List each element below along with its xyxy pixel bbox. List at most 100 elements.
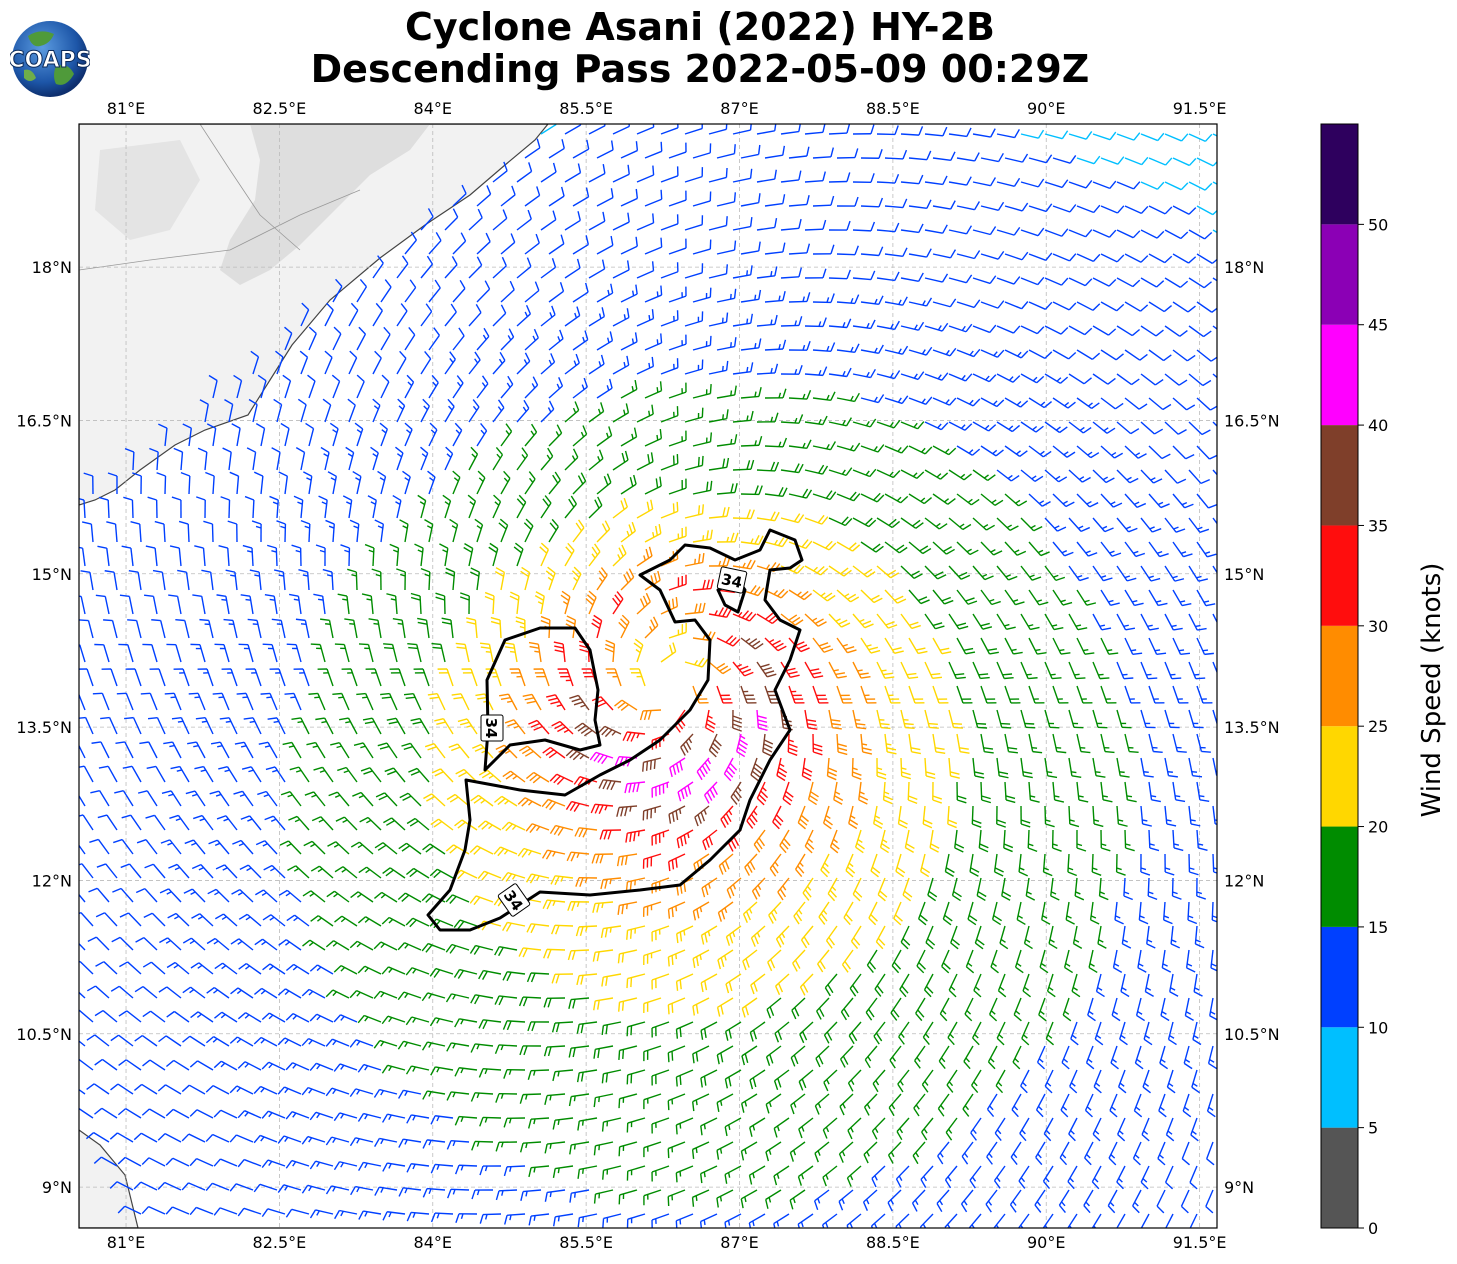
wind-barb [1194, 925, 1205, 949]
wind-barb [381, 966, 406, 975]
wind-barb [936, 1189, 950, 1213]
wind-barb [428, 422, 438, 447]
wind-barb [452, 422, 463, 447]
wind-barb [692, 287, 712, 303]
wind-barb [756, 217, 778, 231]
wind-barb [352, 791, 374, 807]
wind-barb [1028, 203, 1053, 213]
wind-barb [765, 1141, 782, 1162]
wind-barb [866, 949, 878, 974]
wind-barb [1069, 1069, 1078, 1094]
wind-barb [932, 298, 957, 308]
wind-barb [315, 717, 334, 735]
wind-barb [1100, 589, 1120, 606]
wind-barb [1020, 129, 1045, 139]
wind-barb [1124, 156, 1149, 166]
wind-barb [668, 190, 687, 207]
wind-barb [564, 401, 580, 423]
wind-barb [692, 335, 712, 351]
wind-barb [876, 757, 887, 780]
wind-barb [424, 742, 446, 759]
wind-barb [932, 589, 954, 605]
wind-barb [317, 668, 334, 687]
wind-barb [1116, 517, 1138, 533]
wind-barb [406, 817, 430, 831]
wind-barb [963, 1045, 974, 1070]
wind-barb [923, 973, 934, 998]
wind-barb [181, 1084, 206, 1095]
wind-barb [890, 997, 902, 1021]
wind-barb [618, 1189, 638, 1205]
wind-barb [956, 589, 978, 605]
wind-barb [572, 472, 587, 495]
wind-barb [702, 829, 718, 851]
wind-barb [1116, 1165, 1126, 1190]
wind-barb [740, 387, 762, 399]
wind-barb [1132, 1141, 1142, 1166]
wind-barb [552, 1165, 574, 1178]
wind-barb [636, 213, 655, 231]
wind-barb [118, 1059, 142, 1071]
wind-barb [273, 569, 286, 591]
wind-barb [540, 258, 557, 279]
wind-barb [528, 1165, 550, 1178]
wind-barb [445, 943, 470, 954]
wind-barb [452, 279, 466, 303]
wind-barb [691, 1141, 710, 1159]
wind-barb [1166, 1069, 1176, 1094]
wind-barb [444, 256, 458, 279]
wind-barb [572, 235, 589, 255]
wind-barb [568, 1093, 590, 1107]
wind-barb [170, 765, 190, 783]
wind-barb [916, 949, 926, 974]
wind-barb [143, 912, 166, 927]
wind-barb [169, 814, 190, 831]
wind-barb [900, 223, 924, 234]
wind-barb [238, 913, 262, 927]
wind-barb [238, 962, 262, 975]
wind-barb [420, 567, 431, 591]
wind-barb [495, 1141, 518, 1152]
wind-barb [479, 642, 494, 663]
wind-barb [1172, 637, 1191, 656]
wind-barb [134, 986, 158, 999]
wind-barb [972, 128, 996, 138]
wind-barb [780, 124, 801, 135]
wind-barb [212, 692, 230, 711]
wind-barb [301, 1037, 326, 1047]
wind-barb [572, 139, 590, 159]
wind-barb [238, 643, 254, 663]
wind-barb [158, 986, 182, 999]
wind-barb [494, 1044, 518, 1054]
wind-barb [135, 937, 158, 951]
wind-barb [668, 286, 687, 303]
wind-barb [684, 215, 704, 231]
wind-barb [476, 185, 492, 207]
wind-barb [823, 1069, 838, 1092]
wind-barb [660, 358, 679, 375]
wind-barb [467, 494, 477, 519]
wind-barb [956, 781, 967, 804]
wind-barb [79, 668, 94, 687]
wind-barb [365, 668, 382, 687]
wind-barb [551, 720, 574, 735]
wind-barb [812, 195, 835, 207]
wind-barb [318, 495, 328, 519]
wind-barb [380, 692, 398, 711]
wind-barb [420, 303, 433, 327]
wind-barb [189, 1157, 214, 1167]
wind-barb [517, 797, 542, 807]
wind-barb [908, 589, 930, 605]
wind-barb [1070, 1021, 1079, 1046]
wind-barb [701, 877, 718, 898]
wind-barb [1148, 205, 1173, 215]
wind-barb [358, 1210, 382, 1220]
wind-barb [308, 326, 317, 351]
wind-barb [642, 805, 662, 821]
wind-barb [900, 709, 915, 730]
wind-barb [1076, 445, 1100, 459]
wind-barb [730, 781, 742, 805]
wind-barb [802, 877, 814, 901]
wind-barb [101, 668, 118, 687]
wind-barb [140, 692, 158, 711]
